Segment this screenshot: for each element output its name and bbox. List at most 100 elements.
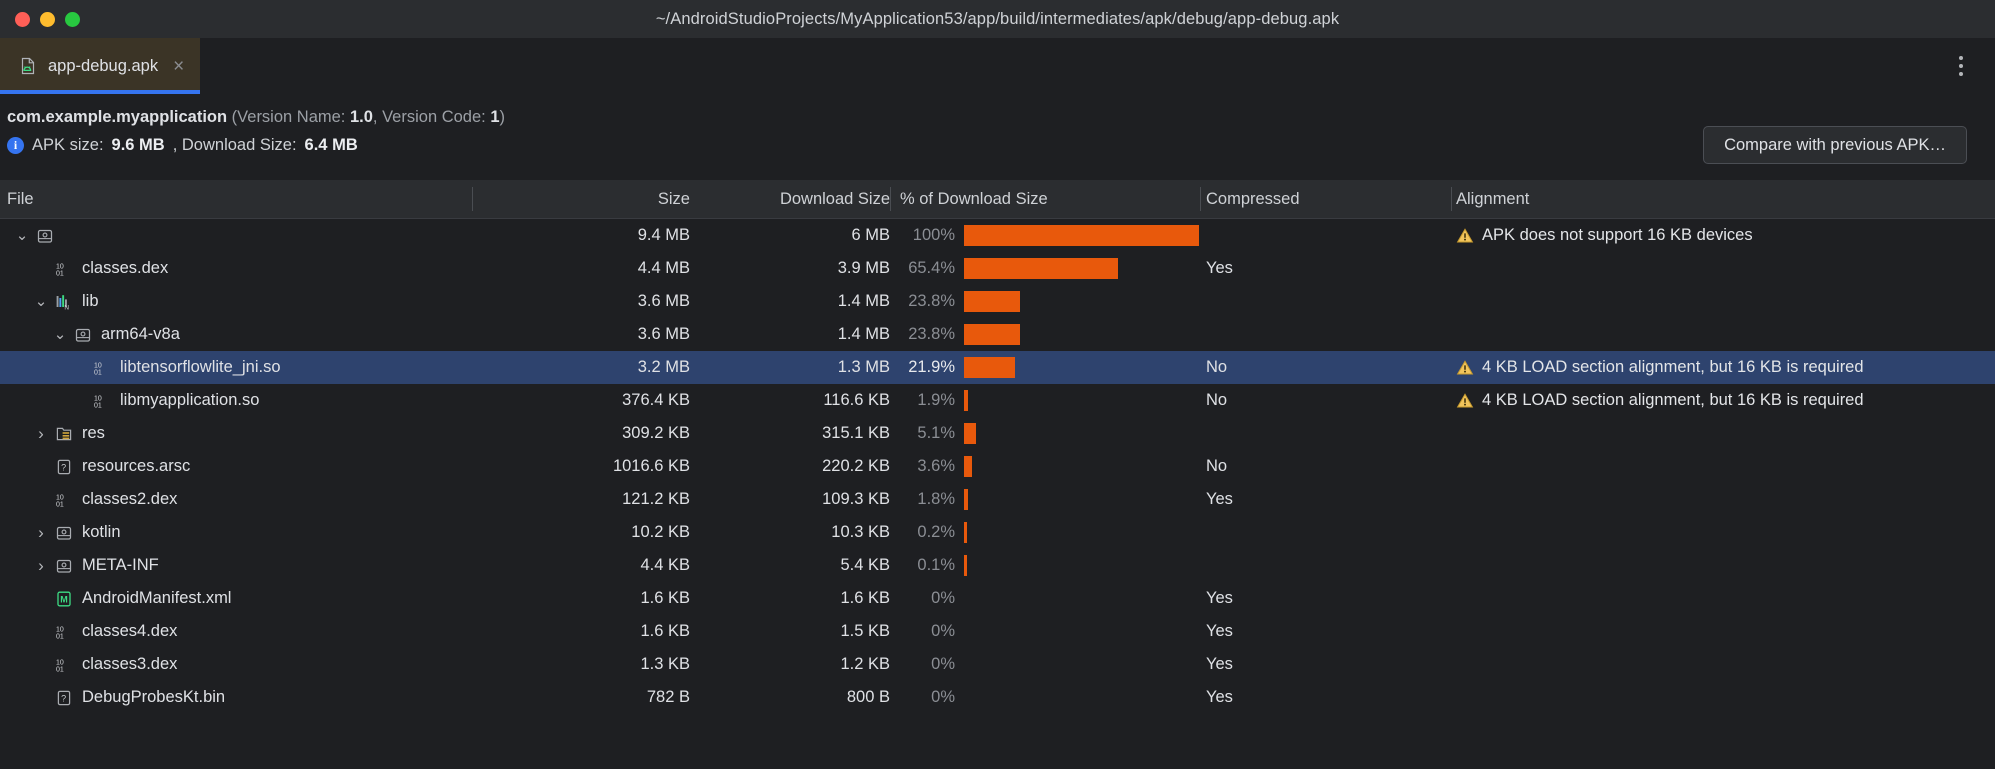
column-resize-handle-0[interactable]: [472, 187, 473, 211]
svg-text:01: 01: [56, 270, 64, 277]
cell-size: 1.6 KB: [640, 589, 690, 607]
chevron-right-icon[interactable]: ›: [38, 556, 44, 575]
chevron-down-icon[interactable]: ⌄: [53, 325, 67, 343]
table-row[interactable]: ⌄ arm64-v8a 3.6 MB 1.4 MB 23.8%: [0, 318, 1995, 351]
table-row[interactable]: 10 01 classes.dex 4.4 MB 3.9 MB 65.4% Yes: [0, 252, 1995, 285]
cell-alignment: [1456, 681, 1986, 714]
close-icon[interactable]: ×: [173, 55, 185, 77]
apk-size-value: 9.6 MB: [111, 136, 165, 154]
cell-alignment: [1456, 318, 1986, 351]
table-row[interactable]: 10 01 classes3.dex 1.3 KB 1.2 KB 0% Yes: [0, 648, 1995, 681]
cell-size: 309.2 KB: [622, 424, 690, 442]
column-header-size[interactable]: Size: [657, 189, 690, 208]
editor-tab-bar: app-debug.apk ×: [0, 38, 1995, 94]
column-header-file[interactable]: File: [7, 189, 34, 208]
cell-compressed: [1206, 285, 1446, 318]
file-name: classes3.dex: [82, 655, 178, 673]
cell-file: ? resources.arsc: [55, 450, 487, 483]
svg-text:10: 10: [56, 263, 64, 270]
chevron-right-icon[interactable]: ›: [38, 424, 44, 443]
cell-percent-label: 0%: [931, 589, 955, 607]
cell-size: 3.6 MB: [637, 292, 690, 310]
compare-with-previous-apk-button[interactable]: Compare with previous APK…: [1703, 126, 1967, 164]
cell-alignment: 4 KB LOAD section alignment, but 16 KB i…: [1456, 384, 1986, 417]
column-header-alignment[interactable]: Alignment: [1456, 189, 1530, 208]
file-name: res: [82, 424, 105, 442]
percent-bar: [964, 555, 967, 576]
close-window-button[interactable]: [15, 11, 30, 27]
svg-text:?: ?: [61, 693, 66, 703]
percent-bar: [964, 390, 969, 411]
tab-app-debug-apk[interactable]: app-debug.apk ×: [0, 38, 201, 94]
cell-file: 10 01 classes4.dex: [55, 615, 487, 648]
info-icon: i: [7, 137, 24, 154]
svg-text:01: 01: [56, 666, 64, 673]
version-paren-close: ): [499, 108, 506, 126]
table-row[interactable]: ⌄ 9.4 MB 6 MB 100% APK does not support 16 K…: [0, 219, 1995, 252]
cell-compressed: [1206, 516, 1446, 549]
minimize-window-button[interactable]: [40, 11, 55, 27]
cell-file: 10 01 libmyapplication.so: [93, 384, 487, 417]
table-row[interactable]: ? DebugProbesKt.bin 782 B 800 B 0% Yes: [0, 681, 1995, 714]
cell-alignment: [1456, 615, 1986, 648]
warning-icon: [1456, 359, 1474, 377]
chevron-down-icon[interactable]: ⌄: [15, 226, 29, 244]
column-resize-handle-2[interactable]: [1200, 187, 1201, 211]
table-row[interactable]: › META-INF 4.4 KB 5.4 KB 0.1%: [0, 549, 1995, 582]
cell-alignment: [1456, 285, 1986, 318]
table-row[interactable]: ? resources.arsc 1016.6 KB 220.2 KB 3.6% No: [0, 450, 1995, 483]
table-body: ⌄ 9.4 MB 6 MB 10 0% APK does not support 16 K…: [0, 219, 1995, 714]
cell-percent-label: 5.1%: [917, 424, 955, 442]
cell-size: 9.4 MB: [637, 226, 690, 244]
cell-file: kotlin: [55, 516, 487, 549]
cell-alignment: [1456, 450, 1986, 483]
dex-icon: 10 01: [55, 656, 73, 674]
cell-download-size: 5.4 KB: [840, 556, 890, 574]
cell-download-size: 6 MB: [851, 226, 890, 244]
file-name: kotlin: [82, 523, 121, 541]
cell-file: META-INF: [55, 549, 487, 582]
table-row[interactable]: 10 01 libmyapplication.so 376.4 KB 116.6 KB 1…: [0, 384, 1995, 417]
window-title: ~/AndroidStudioProjects/MyApplication53/…: [655, 9, 1340, 28]
cell-size: 782 B: [646, 688, 690, 706]
column-header-download[interactable]: Download Size: [779, 189, 890, 208]
cell-download-size: 220.2 KB: [822, 457, 890, 475]
unknown-file-icon: ?: [55, 689, 73, 707]
cell-download-size: 3.9 MB: [837, 259, 890, 277]
table-row[interactable]: M AndroidManifest.xml 1.6 KB 1.6 KB 0% Yes: [0, 582, 1995, 615]
svg-text:01: 01: [56, 633, 64, 640]
table-row[interactable]: 10 01 classes4.dex 1.6 KB 1.5 KB 0% Yes: [0, 615, 1995, 648]
chevron-down-icon[interactable]: ⌄: [34, 292, 48, 310]
table-row[interactable]: › res 309.2 KB 315.1 KB 5.1%: [0, 417, 1995, 450]
zoom-window-button[interactable]: [65, 11, 80, 27]
column-header-compressed[interactable]: Compressed: [1206, 189, 1300, 208]
chevron-right-icon[interactable]: ›: [38, 523, 44, 542]
cell-compressed: [1206, 318, 1446, 351]
cell-file: M AndroidManifest.xml: [55, 582, 487, 615]
file-name: META-INF: [82, 556, 159, 574]
svg-text:M: M: [60, 594, 67, 604]
cell-percent-label: 23.8%: [908, 292, 955, 310]
cell-download-size: 1.4 MB: [837, 325, 890, 343]
cell-compressed: Yes: [1206, 622, 1233, 640]
traffic-light-group: [0, 11, 80, 27]
column-resize-handle-3[interactable]: [1451, 187, 1452, 211]
table-row[interactable]: 10 01 classes2.dex 121.2 KB 109.3 KB 1.8% Yes: [0, 483, 1995, 516]
alignment-message: APK does not support 16 KB devices: [1482, 226, 1753, 244]
version-name-value: 1.0: [349, 108, 373, 126]
table-row[interactable]: 10 01 libtensorflowlite_jni.so 3.2 MB 1.3 MB…: [0, 351, 1995, 384]
kebab-menu-icon[interactable]: [1955, 52, 1967, 80]
unknown-file-icon: ?: [55, 458, 73, 476]
cell-alignment: 4 KB LOAD section alignment, but 16 KB i…: [1456, 351, 1986, 384]
column-header-pct[interactable]: % of Download Size: [900, 189, 1048, 208]
column-resize-handle-1[interactable]: [890, 187, 891, 211]
table-header-row: File Size Download Size % of Download Size C…: [0, 180, 1995, 219]
warning-icon: [1456, 392, 1474, 410]
cell-size: 121.2 KB: [622, 490, 690, 508]
file-name: classes.dex: [82, 259, 169, 277]
cell-alignment: [1456, 582, 1986, 615]
file-name: resources.arsc: [82, 457, 191, 475]
svg-text:01: 01: [94, 402, 102, 409]
table-row[interactable]: › kotlin 10.2 KB 10.3 KB 0.2%: [0, 516, 1995, 549]
